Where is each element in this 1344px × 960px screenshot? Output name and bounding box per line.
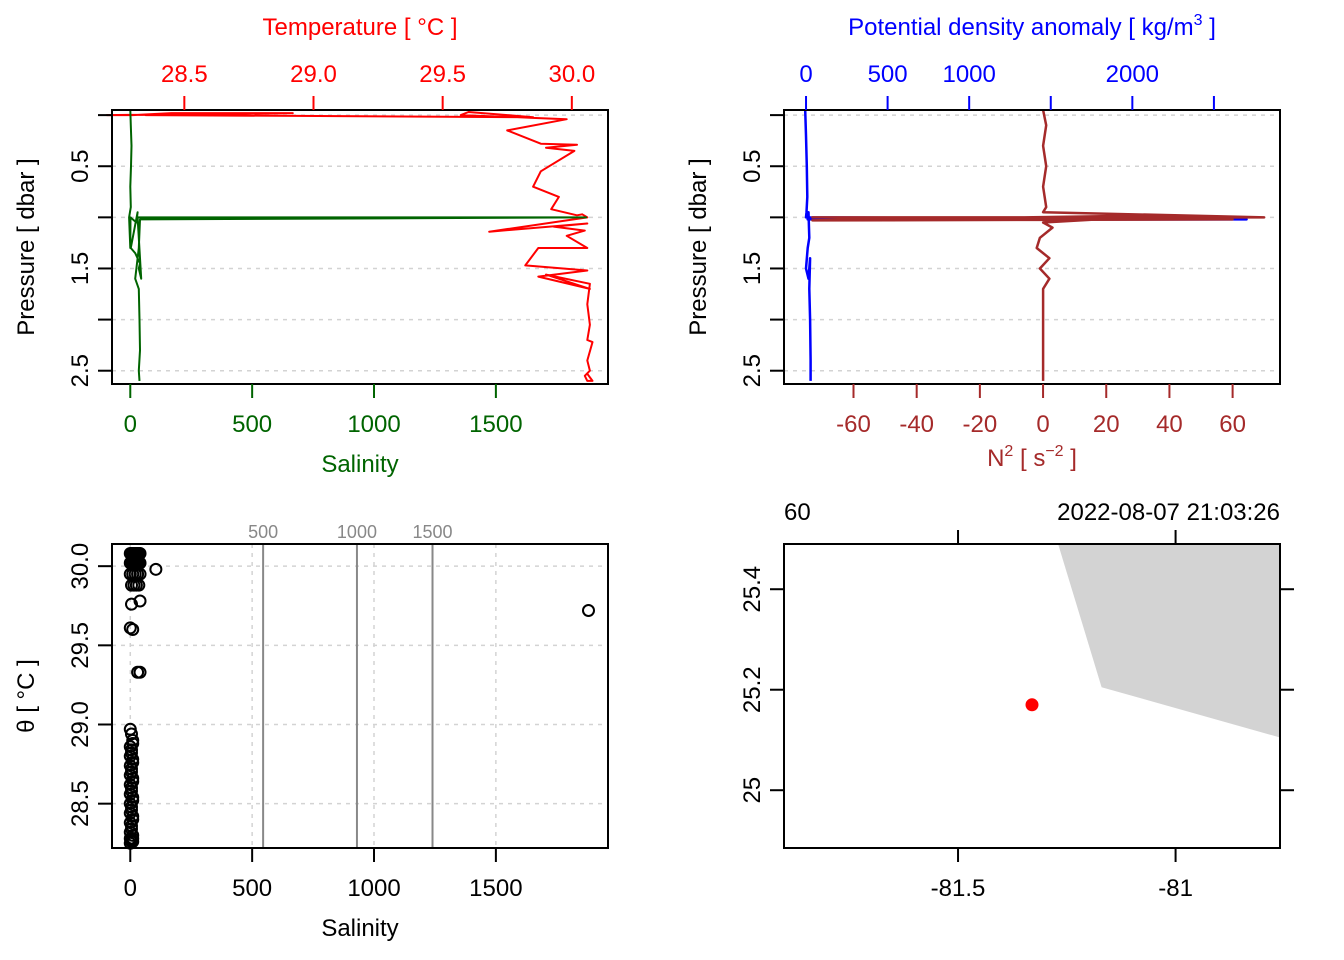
ts-profile-y-tick-label: 1.5 — [67, 252, 94, 285]
map-top-left-label: 60 — [784, 499, 811, 526]
ts-point — [123, 806, 137, 820]
ts-profile-frame — [111, 109, 609, 385]
ts-point — [123, 749, 137, 763]
ts-point — [124, 819, 138, 833]
map-frame — [783, 543, 1281, 849]
ts-diagram-y-axis-title: θ [ °C ] — [13, 659, 40, 733]
ts-profile-x-tick-label: 1000 — [347, 411, 400, 438]
ts-diagram-x-tick-label: 0 — [124, 875, 137, 902]
ts-profile-top-tick-label: 28.5 — [161, 61, 208, 88]
ts-point — [124, 597, 138, 611]
ts-point — [582, 604, 596, 617]
ts-profile-line-salinity — [128, 109, 588, 381]
density-n2-y-axis-title: Pressure [ dbar ] — [685, 158, 712, 335]
ts-diagram-frame — [111, 543, 609, 849]
ts-diagram-y-tick-label: 29.0 — [67, 701, 94, 748]
density-n2-top-tick-label: 500 — [868, 61, 908, 88]
density-n2-panel: 0.5 1.5 2.5 Pressure [ dbar ] 0 500 1000 2000 -6… — [685, 12, 1281, 472]
ts-profile-bottom-axis-title: Salinity — [321, 451, 398, 478]
density-n2-line-potential-density-anomaly — [803, 109, 1248, 381]
ts-profile-top-axis-title: Temperature [ °C ] — [263, 14, 458, 41]
ts-diagram-x-axis-title: Salinity — [321, 915, 398, 942]
density-n2-x-tick-label: -20 — [963, 411, 998, 438]
ts-point — [124, 800, 138, 814]
ts-point — [124, 743, 138, 757]
ts-point — [133, 665, 147, 679]
axis-title-part: N — [987, 445, 1004, 472]
map-y-tick-label: 25.4 — [739, 566, 766, 613]
ts-diagram-x-tick-label: 1000 — [347, 875, 400, 902]
ts-point — [123, 768, 137, 782]
ts-point — [126, 775, 140, 788]
ts-diagram-x-tick-label: 1500 — [469, 875, 522, 902]
map-y-tick-label: 25.2 — [739, 666, 766, 713]
axis-title-part: [ s — [1013, 445, 1045, 472]
density-n2-x-tick-label: 40 — [1156, 411, 1183, 438]
ts-point — [126, 832, 140, 845]
ts-profile-x-tick-label: 1500 — [469, 411, 522, 438]
land-polygon — [1058, 544, 1280, 738]
ts-diagram-y-tick-label: 29.5 — [67, 622, 94, 669]
ts-profile-y-tick-label: 0.5 — [67, 150, 94, 183]
density-n2-top-tick-label: 0 — [799, 61, 812, 88]
isopycnal-label: 1000 — [337, 522, 377, 542]
ts-point — [133, 594, 147, 608]
ts-point — [126, 623, 140, 636]
ts-profile-line-temperature — [105, 111, 594, 382]
density-n2-bottom-axis-title: N2 [ s−2 ] — [987, 443, 1077, 472]
station-marker — [1025, 698, 1039, 712]
density-n2-top-axis-title: Potential density anomaly [ kg/m3 ] — [848, 12, 1216, 41]
ts-profile-top-tick-label: 29.0 — [290, 61, 337, 88]
title-end: ] — [1203, 14, 1216, 41]
ts-point — [124, 762, 138, 776]
map-x-tick-label: -81.5 — [931, 875, 986, 902]
map-timestamp-label: 2022-08-07 21:03:26 — [1057, 499, 1280, 526]
density-n2-x-tick-label: 0 — [1036, 411, 1049, 438]
location-map-panel: -81.5 -81 25 25.2 25.4 60 2022-08-07 21:03:26 — [739, 499, 1294, 902]
ts-point — [126, 756, 140, 769]
density-n2-x-tick-label: -40 — [899, 411, 934, 438]
ts-point — [149, 562, 163, 576]
ts-point — [126, 737, 140, 750]
ts-profile-y-tick-label: 2.5 — [67, 354, 94, 387]
ts-point — [124, 781, 138, 795]
ts-profile-top-tick-label: 29.5 — [419, 61, 466, 88]
ts-profile-x-tick-label: 500 — [232, 411, 272, 438]
title-superscript: 3 — [1194, 12, 1203, 29]
density-n2-x-tick-label: 60 — [1219, 411, 1246, 438]
ts-diagram-y-tick-label: 30.0 — [67, 543, 94, 590]
axis-title-part: −2 — [1045, 443, 1063, 460]
ts-point — [126, 794, 140, 807]
ts-diagram-x-tick-label: 500 — [232, 875, 272, 902]
isopycnal-label: 1500 — [412, 522, 452, 542]
ts-point — [123, 787, 137, 801]
ts-point — [123, 825, 137, 839]
density-n2-y-tick-label: 1.5 — [739, 252, 766, 285]
ts-point — [132, 578, 146, 592]
density-n2-y-tick-label: 2.5 — [739, 354, 766, 387]
ts-profile-x-tick-label: 0 — [124, 411, 137, 438]
density-n2-top-tick-label: 1000 — [942, 61, 995, 88]
density-n2-y-tick-label: 0.5 — [739, 150, 766, 183]
map-y-tick-label: 25 — [739, 777, 766, 804]
ts-profile-top-tick-label: 30.0 — [548, 61, 595, 88]
density-n2-x-tick-label: -60 — [836, 411, 871, 438]
isopycnal-label: 500 — [248, 522, 278, 542]
ts-point — [124, 727, 138, 741]
axis-title-part: 2 — [1004, 443, 1013, 460]
density-n2-x-tick-label: 20 — [1093, 411, 1120, 438]
title-base: Potential density anomaly [ kg/m — [848, 14, 1194, 41]
axis-title-part: ] — [1064, 445, 1077, 472]
density-n2-line-n2 — [811, 109, 1266, 381]
map-x-tick-label: -81 — [1158, 875, 1193, 902]
ts-diagram-y-tick-label: 28.5 — [67, 780, 94, 827]
ts-profile-panel: 0.5 1.5 2.5 Pressure [ dbar ] 28.5 29.0 29.5 30… — [13, 14, 609, 478]
ts-point — [126, 813, 140, 826]
ts-profile-y-axis-title: Pressure [ dbar ] — [13, 158, 40, 335]
ts-diagram-panel: 500 1000 1500 28.5 29.0 29.5 30.0 θ [ °C ] 0 500 1… — [13, 522, 609, 942]
density-n2-frame — [783, 109, 1281, 385]
density-n2-top-tick-label: 2000 — [1106, 61, 1159, 88]
